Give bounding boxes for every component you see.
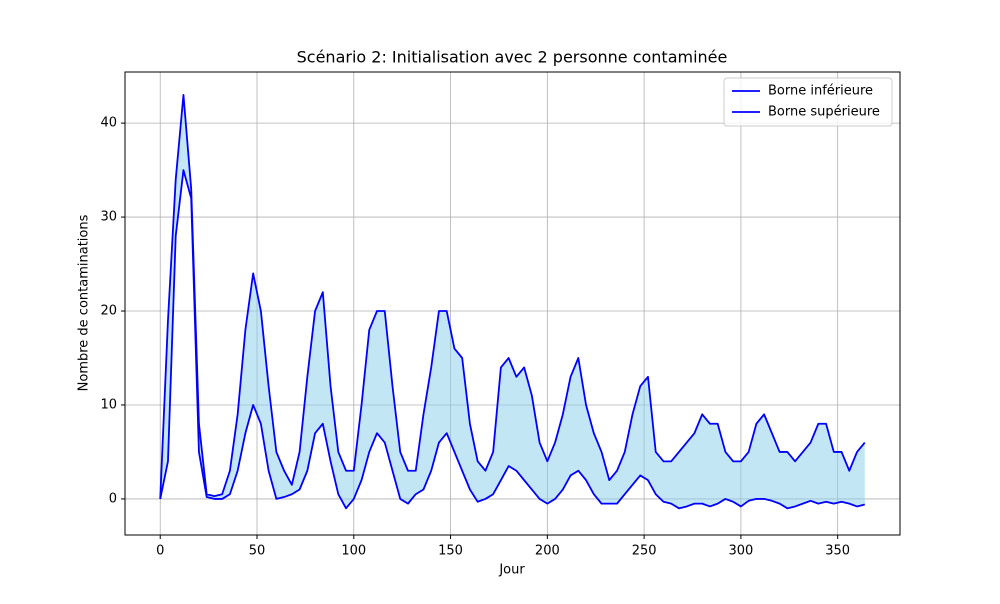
y-tick-label: 40 bbox=[100, 116, 117, 131]
series-line bbox=[159, 169, 865, 510]
x-tick-label: 150 bbox=[438, 544, 463, 559]
series-line bbox=[159, 94, 866, 499]
x-tick-label: 100 bbox=[341, 544, 366, 559]
plot-frame bbox=[124, 71, 901, 536]
legend-box bbox=[723, 77, 893, 127]
x-tick-label: 300 bbox=[728, 544, 753, 559]
legend-label: Borne supérieure bbox=[768, 105, 880, 120]
y-tick-label: 10 bbox=[100, 397, 117, 412]
y-axis-label: Nombre de contaminations bbox=[77, 214, 92, 391]
x-tick-label: 200 bbox=[535, 544, 560, 559]
y-tick-label: 0 bbox=[109, 491, 117, 506]
chart-title: Scénario 2: Initialisation avec 2 person… bbox=[297, 48, 728, 67]
y-tick-label: 20 bbox=[100, 304, 117, 319]
x-tick-label: 50 bbox=[249, 544, 266, 559]
x-tick-label: 0 bbox=[156, 544, 164, 559]
x-tick-label: 350 bbox=[825, 544, 850, 559]
x-tick-label: 250 bbox=[632, 544, 657, 559]
legend-label: Borne inférieure bbox=[768, 84, 873, 99]
y-tick-label: 30 bbox=[100, 210, 117, 225]
x-axis-label: Jour bbox=[498, 563, 525, 578]
